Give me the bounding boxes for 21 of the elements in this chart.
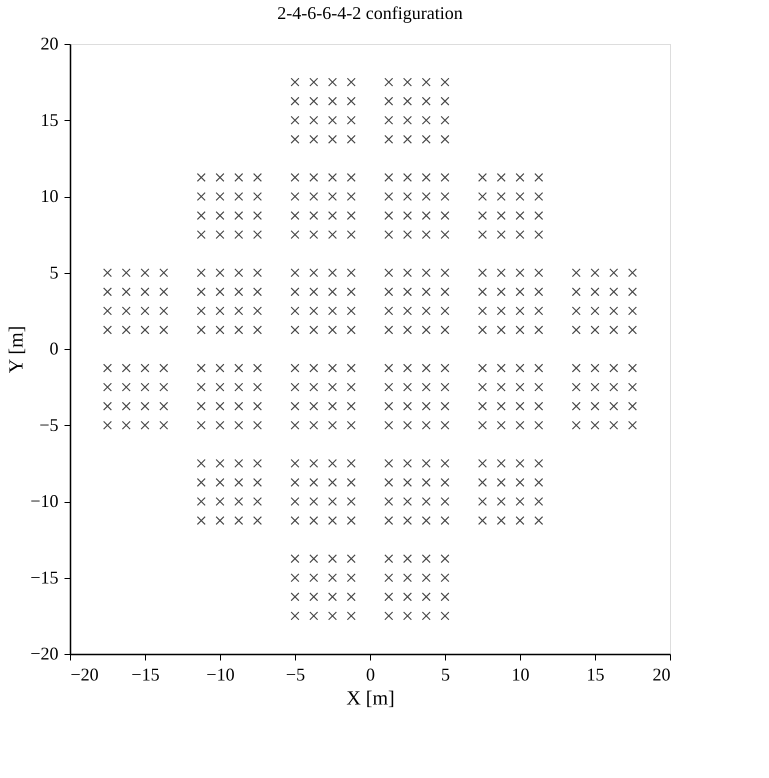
x-tick-label: −20 bbox=[70, 664, 99, 684]
x-tick-label: 10 bbox=[512, 664, 530, 684]
y-tick-label: 10 bbox=[40, 186, 58, 206]
x-axis-title: X [m] bbox=[346, 688, 395, 710]
x-tick-label: 15 bbox=[586, 664, 604, 684]
x-tick-label: −5 bbox=[286, 664, 306, 684]
x-tick-label: 5 bbox=[441, 664, 450, 684]
chart-title: 2-4-6-6-4-2 configuration bbox=[277, 3, 463, 23]
y-tick-label: 5 bbox=[50, 262, 58, 282]
y-tick-label: 15 bbox=[40, 110, 58, 130]
x-tick-label: 20 bbox=[652, 664, 670, 684]
x-tick-label: −10 bbox=[206, 664, 235, 684]
x-tick-label: 0 bbox=[366, 664, 375, 684]
y-tick-label: −20 bbox=[30, 644, 58, 664]
y-tick-label: −5 bbox=[39, 414, 58, 435]
y-tick-label: −15 bbox=[30, 567, 58, 588]
x-tick-label: −15 bbox=[131, 664, 160, 684]
y-tick-label: −10 bbox=[30, 491, 58, 511]
y-tick-label: 20 bbox=[40, 34, 58, 54]
y-axis-title: Y [m] bbox=[5, 326, 28, 374]
y-tick-label: 0 bbox=[50, 338, 58, 358]
